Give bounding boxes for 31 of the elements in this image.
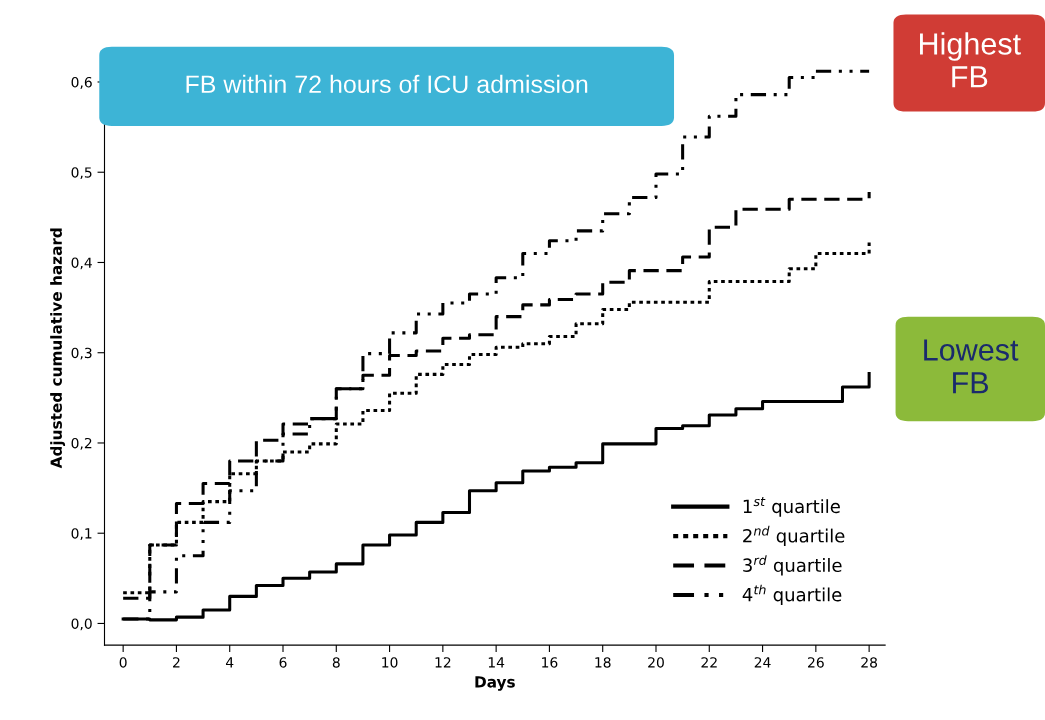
annotation: FB within 72 hours of ICU admission (186, 74, 588, 94)
x-tick-label: 24 (754, 657, 771, 668)
x-tick-label: 10 (382, 657, 398, 668)
y-tick-label: 0,6 (71, 76, 92, 89)
legend-label: 1$^{st}$ quartile (743, 497, 840, 517)
legend-label: 3$^{rd}$ quartile (743, 555, 842, 576)
x-tick-label: 14 (488, 657, 505, 668)
x-tick-label: 8 (332, 657, 340, 668)
y-tick-label: 0,4 (71, 257, 92, 270)
x-tick-label: 12 (435, 657, 451, 668)
legend-label: 4$^{th}$ quartile (742, 584, 842, 605)
x-axis-title: Days (475, 676, 515, 691)
y-tick-label: 0,3 (71, 347, 92, 360)
x-tick-label: 28 (861, 657, 878, 668)
y-tick-label: 0,5 (71, 167, 92, 180)
x-tick-label: 0 (119, 657, 127, 668)
y-tick-label: 0,0 (71, 618, 92, 631)
y-axis-title: Adjusted cumulative hazard (50, 228, 66, 469)
x-tick-label: 26 (808, 657, 824, 668)
x-tick-label: 16 (542, 657, 558, 668)
x-tick-label: 6 (279, 657, 287, 668)
x-tick-label: 18 (595, 657, 611, 668)
y-tick-label: 0,1 (71, 528, 92, 541)
legend-label: 2$^{nd}$ quartile (743, 525, 845, 547)
x-tick-label: 22 (701, 657, 717, 668)
y-tick-label: 0,2 (71, 437, 92, 450)
x-tick-label: 2 (173, 657, 180, 668)
text: Lowest FB (924, 339, 1019, 394)
text: Highest FB (920, 32, 1021, 88)
x-tick-label: 20 (648, 657, 664, 668)
x-tick-label: 4 (225, 657, 234, 668)
